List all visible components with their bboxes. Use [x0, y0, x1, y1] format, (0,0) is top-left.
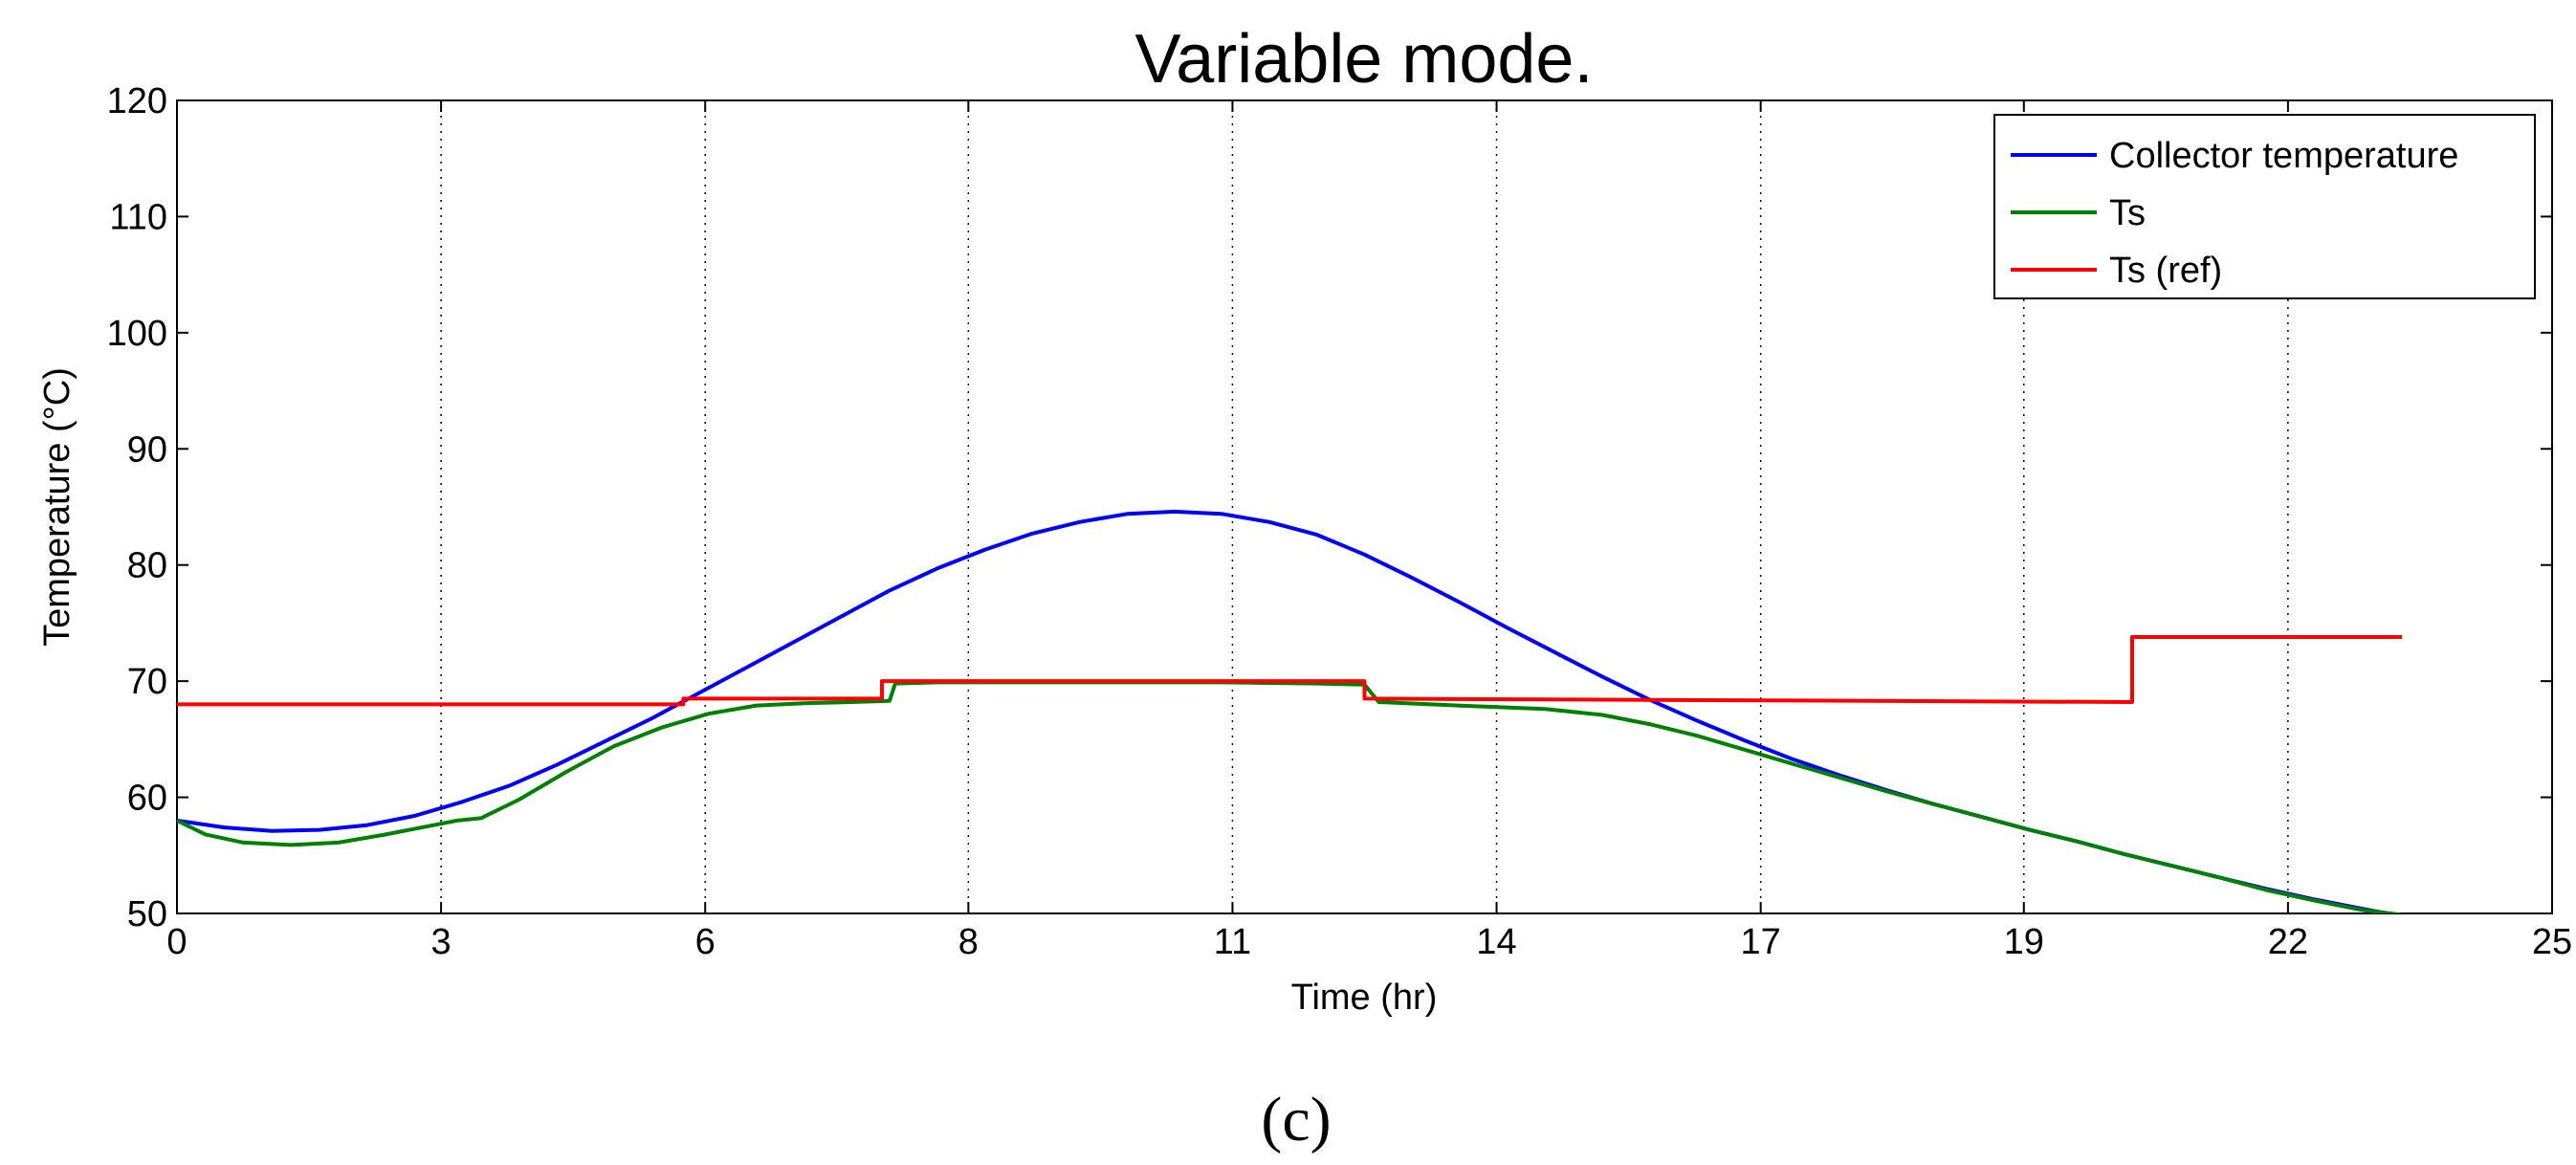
- chart-title: Variable mode.: [1135, 21, 1594, 98]
- series-line-ts-ref: [177, 635, 2403, 707]
- x-axis-label: Time (hr): [1291, 978, 1438, 1018]
- x-tick-label: 22: [2268, 922, 2308, 962]
- y-tick-label: 120: [107, 81, 167, 121]
- x-tick-label: 11: [1214, 922, 1251, 962]
- legend-label-ts: Ts: [2109, 193, 2146, 233]
- y-axis-ticks: 50 60 70 80 90 100 110 120: [107, 81, 2552, 934]
- x-axis-ticks: 0 3 6 8 11 14 17 19 22 25: [166, 100, 2572, 962]
- legend-label-collector: Collector temperature: [2109, 136, 2458, 176]
- y-tick-label: 80: [127, 546, 167, 586]
- series-line-ts: [177, 680, 2401, 913]
- x-tick-label: 0: [166, 922, 187, 962]
- x-tick-label: 25: [2532, 922, 2572, 962]
- y-tick-label: 50: [127, 894, 167, 934]
- y-tick-label: 100: [107, 314, 167, 354]
- y-axis-label: Temperature (°C): [37, 367, 77, 647]
- y-tick-label: 60: [127, 779, 167, 819]
- y-tick-label: 90: [127, 429, 167, 470]
- x-tick-label: 19: [2004, 922, 2044, 962]
- gridlines: [440, 100, 2289, 913]
- legend-label-ts-ref: Ts (ref): [2109, 251, 2222, 291]
- x-tick-label: 17: [1741, 922, 1781, 962]
- x-tick-label: 6: [695, 922, 716, 962]
- figure-caption: (c): [1261, 1085, 1331, 1154]
- series-lines: [177, 509, 2403, 913]
- y-tick-label: 70: [127, 662, 167, 702]
- x-tick-label: 3: [431, 922, 451, 962]
- x-tick-label: 14: [1476, 922, 1516, 962]
- legend: Collector temperature Ts Ts (ref): [1993, 114, 2536, 299]
- y-tick-label: 110: [109, 197, 167, 237]
- x-tick-label: 8: [958, 922, 979, 962]
